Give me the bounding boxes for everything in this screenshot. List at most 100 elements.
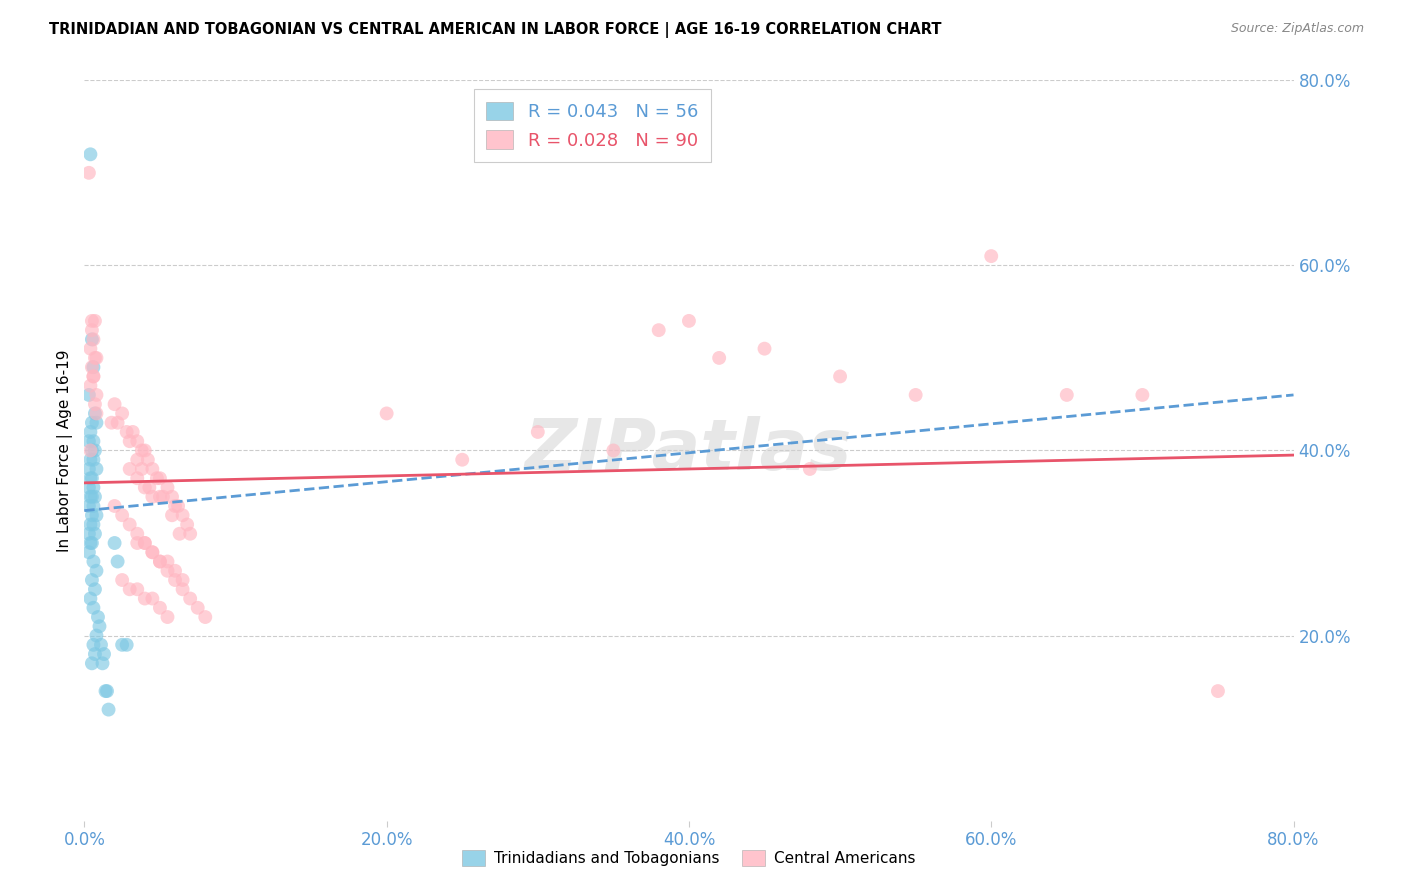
Point <box>136 452 159 467</box>
Point <box>1130 388 1153 402</box>
Point <box>84 582 107 597</box>
Point <box>84 526 107 541</box>
Point <box>80 360 103 375</box>
Point <box>165 564 187 578</box>
Point <box>176 517 198 532</box>
Point <box>134 536 156 550</box>
Point <box>84 397 107 411</box>
Point <box>118 434 141 449</box>
Point <box>141 490 163 504</box>
Point <box>82 452 104 467</box>
Point <box>165 499 187 513</box>
Point <box>82 434 104 449</box>
Point <box>82 499 104 513</box>
Point <box>799 462 821 476</box>
Point <box>82 481 104 495</box>
Point <box>131 443 153 458</box>
Point <box>134 443 156 458</box>
Point <box>134 591 156 606</box>
Point <box>169 526 191 541</box>
Point <box>754 342 776 356</box>
Point <box>80 573 103 587</box>
Point <box>79 147 101 161</box>
Point <box>77 526 100 541</box>
Point <box>648 323 671 337</box>
Point <box>149 471 172 485</box>
Point <box>80 471 103 485</box>
Point <box>80 490 103 504</box>
Point <box>82 554 104 569</box>
Point <box>111 508 134 523</box>
Point <box>115 638 138 652</box>
Point <box>156 481 179 495</box>
Point <box>82 638 104 652</box>
Point <box>97 703 120 717</box>
Point <box>86 628 108 642</box>
Point <box>156 564 179 578</box>
Point <box>80 332 103 346</box>
Point <box>82 369 104 384</box>
Point <box>84 314 107 328</box>
Point <box>80 536 103 550</box>
Point <box>91 657 114 671</box>
Point <box>1206 684 1229 698</box>
Point <box>107 554 129 569</box>
Point <box>79 490 101 504</box>
Point <box>141 545 163 559</box>
Point <box>121 425 143 439</box>
Point <box>118 582 141 597</box>
Point <box>107 416 129 430</box>
Text: Source: ZipAtlas.com: Source: ZipAtlas.com <box>1230 22 1364 36</box>
Point <box>80 314 103 328</box>
Point <box>84 490 107 504</box>
Point <box>451 452 474 467</box>
Point <box>187 600 209 615</box>
Point <box>709 351 731 365</box>
Point <box>80 323 103 337</box>
Point <box>141 545 163 559</box>
Point <box>86 416 108 430</box>
Point <box>86 351 108 365</box>
Point <box>80 416 103 430</box>
Point <box>527 425 550 439</box>
Point <box>86 508 108 523</box>
Point <box>86 564 108 578</box>
Point <box>94 684 117 698</box>
Point <box>172 582 194 597</box>
Point <box>87 610 110 624</box>
Point <box>90 638 112 652</box>
Point <box>79 471 101 485</box>
Point <box>156 610 179 624</box>
Point <box>77 166 100 180</box>
Point <box>111 573 134 587</box>
Point <box>149 554 172 569</box>
Point <box>194 610 217 624</box>
Point <box>82 360 104 375</box>
Point <box>160 508 183 523</box>
Point <box>84 443 107 458</box>
Point <box>79 425 101 439</box>
Point <box>127 582 149 597</box>
Point <box>149 554 172 569</box>
Point <box>79 452 101 467</box>
Point <box>84 351 107 365</box>
Point <box>179 591 201 606</box>
Point <box>980 249 1002 263</box>
Point <box>77 434 100 449</box>
Point <box>172 508 194 523</box>
Point <box>167 499 190 513</box>
Point <box>904 388 927 402</box>
Point <box>84 647 107 661</box>
Point <box>141 591 163 606</box>
Point <box>104 536 127 550</box>
Point <box>115 425 138 439</box>
Point <box>118 517 141 532</box>
Point <box>84 407 107 421</box>
Point <box>82 332 104 346</box>
Point <box>138 481 160 495</box>
Point <box>77 481 100 495</box>
Point <box>79 443 101 458</box>
Point <box>111 407 134 421</box>
Point <box>80 508 103 523</box>
Point <box>79 378 101 392</box>
